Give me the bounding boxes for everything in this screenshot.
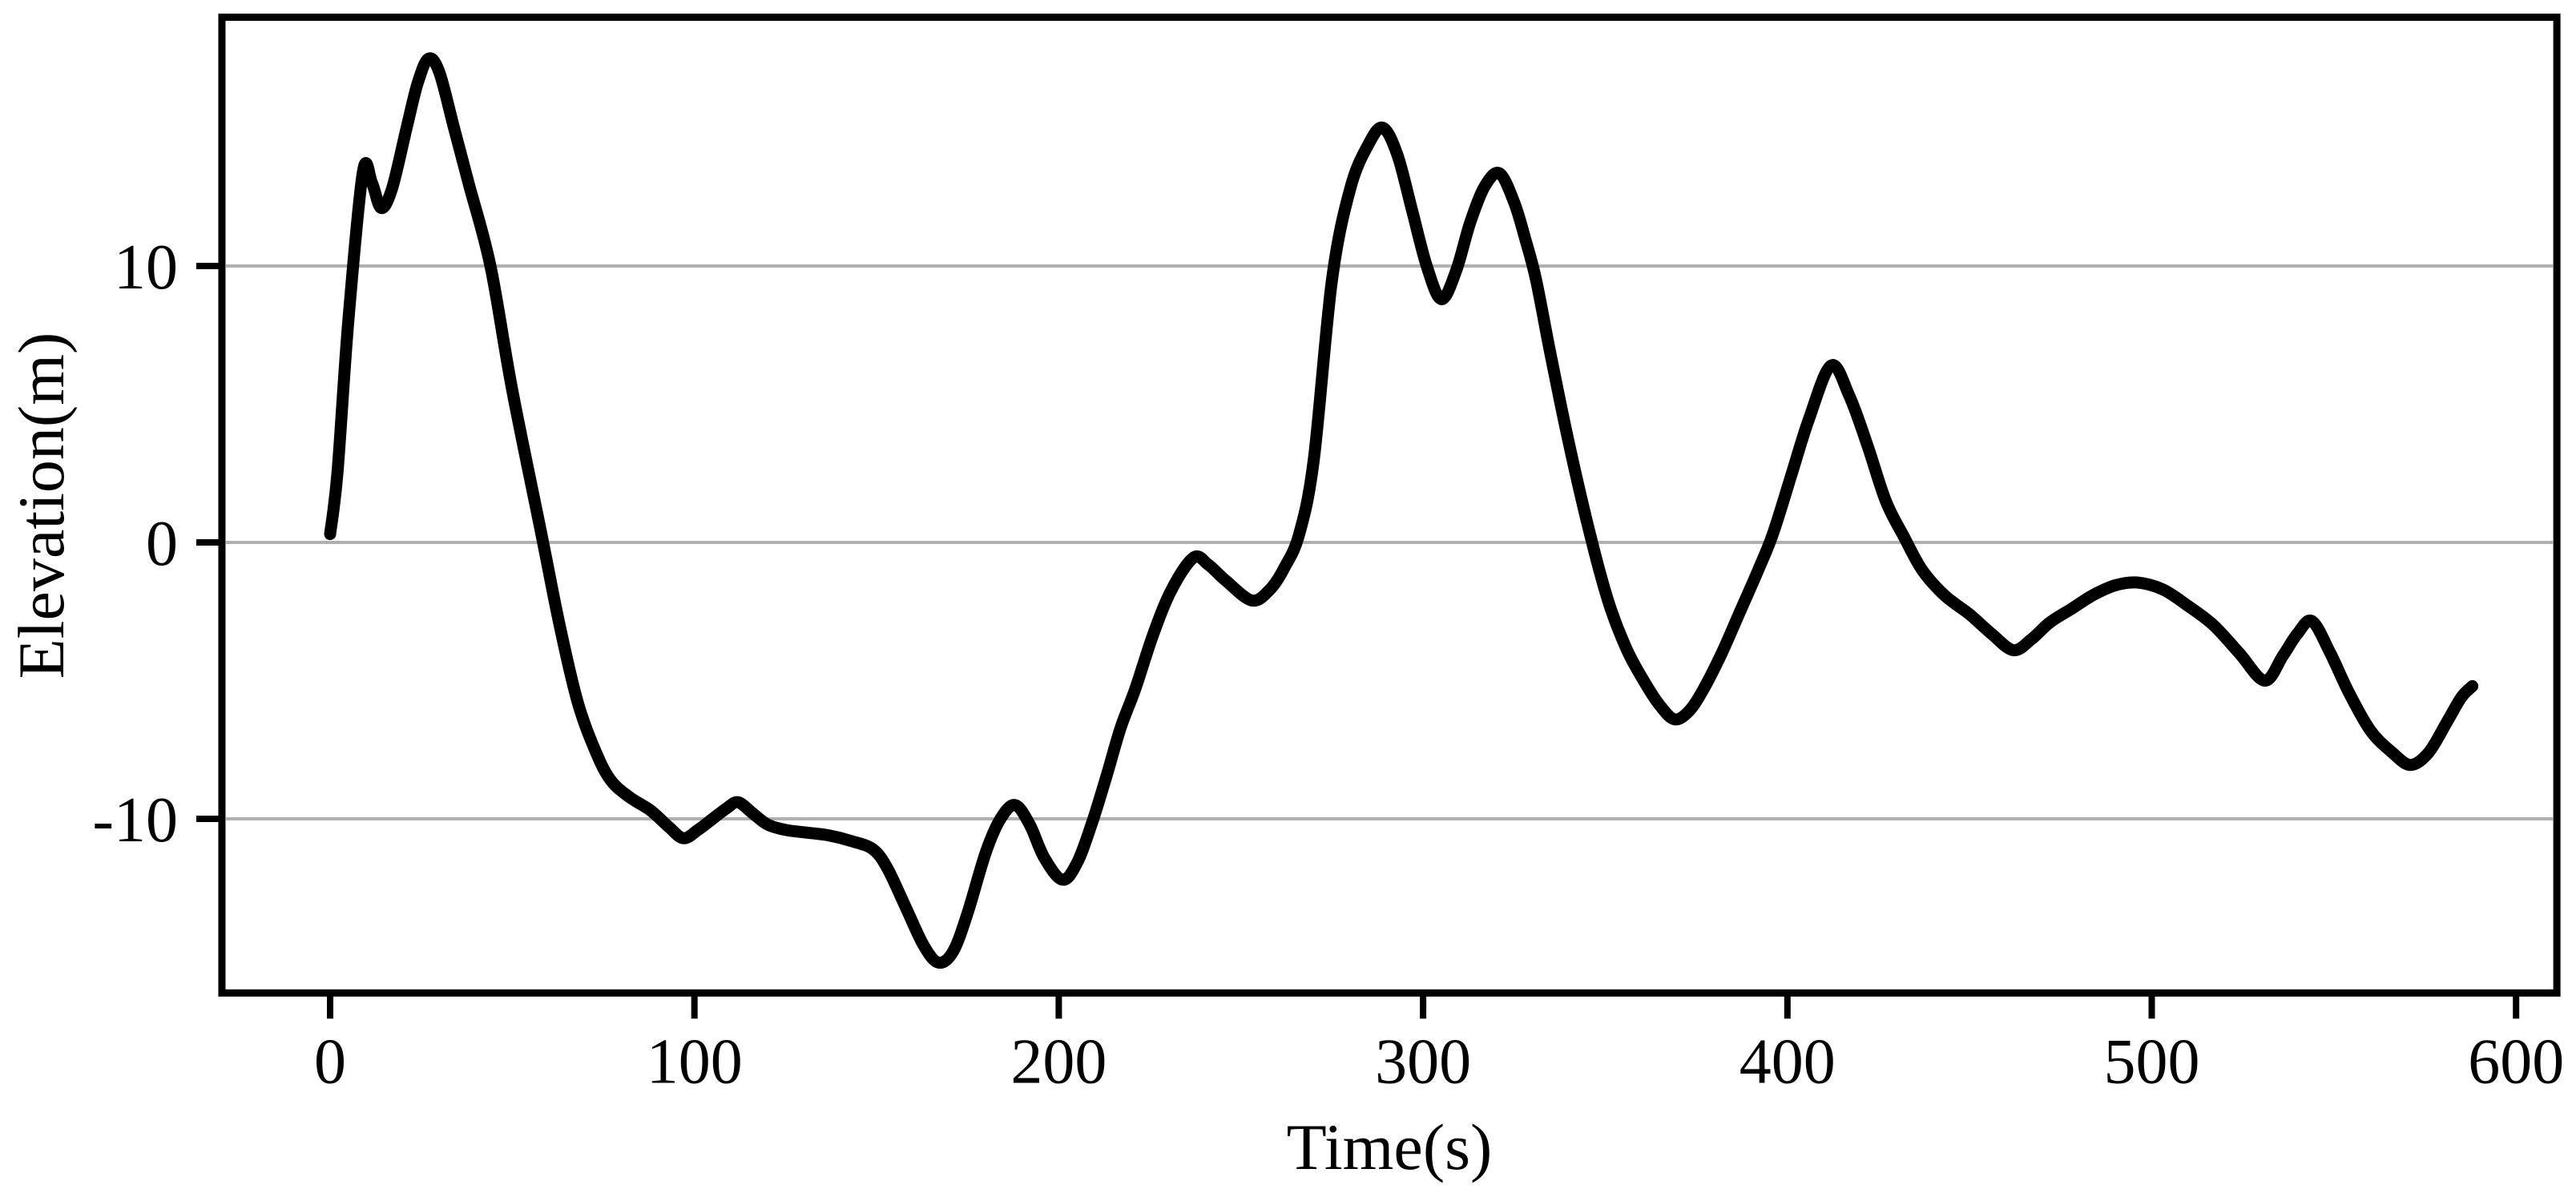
x-tick-label: 0 — [314, 1026, 346, 1097]
x-tick-label: 600 — [2468, 1026, 2564, 1097]
x-tick-label: 200 — [1010, 1026, 1107, 1097]
x-tick-label: 500 — [2104, 1026, 2200, 1097]
gridlines — [225, 264, 2554, 820]
x-tick-label: 100 — [647, 1026, 743, 1097]
x-tick-label: 400 — [1740, 1026, 1836, 1097]
y-tick-label: -10 — [92, 785, 178, 856]
y-axis-label: Elevation(m) — [5, 332, 78, 679]
plot-frame — [218, 14, 2561, 997]
y-tick-label: 0 — [146, 509, 178, 579]
x-tick-label: 300 — [1375, 1026, 1471, 1097]
y-tick-label: 10 — [114, 232, 178, 303]
elevation-line — [324, 52, 2479, 969]
x-axis-label: Time(s) — [1286, 1110, 1493, 1183]
axis-ticks: 0 100 200 300 400 500 600 -10 0 10 — [92, 232, 2564, 1097]
